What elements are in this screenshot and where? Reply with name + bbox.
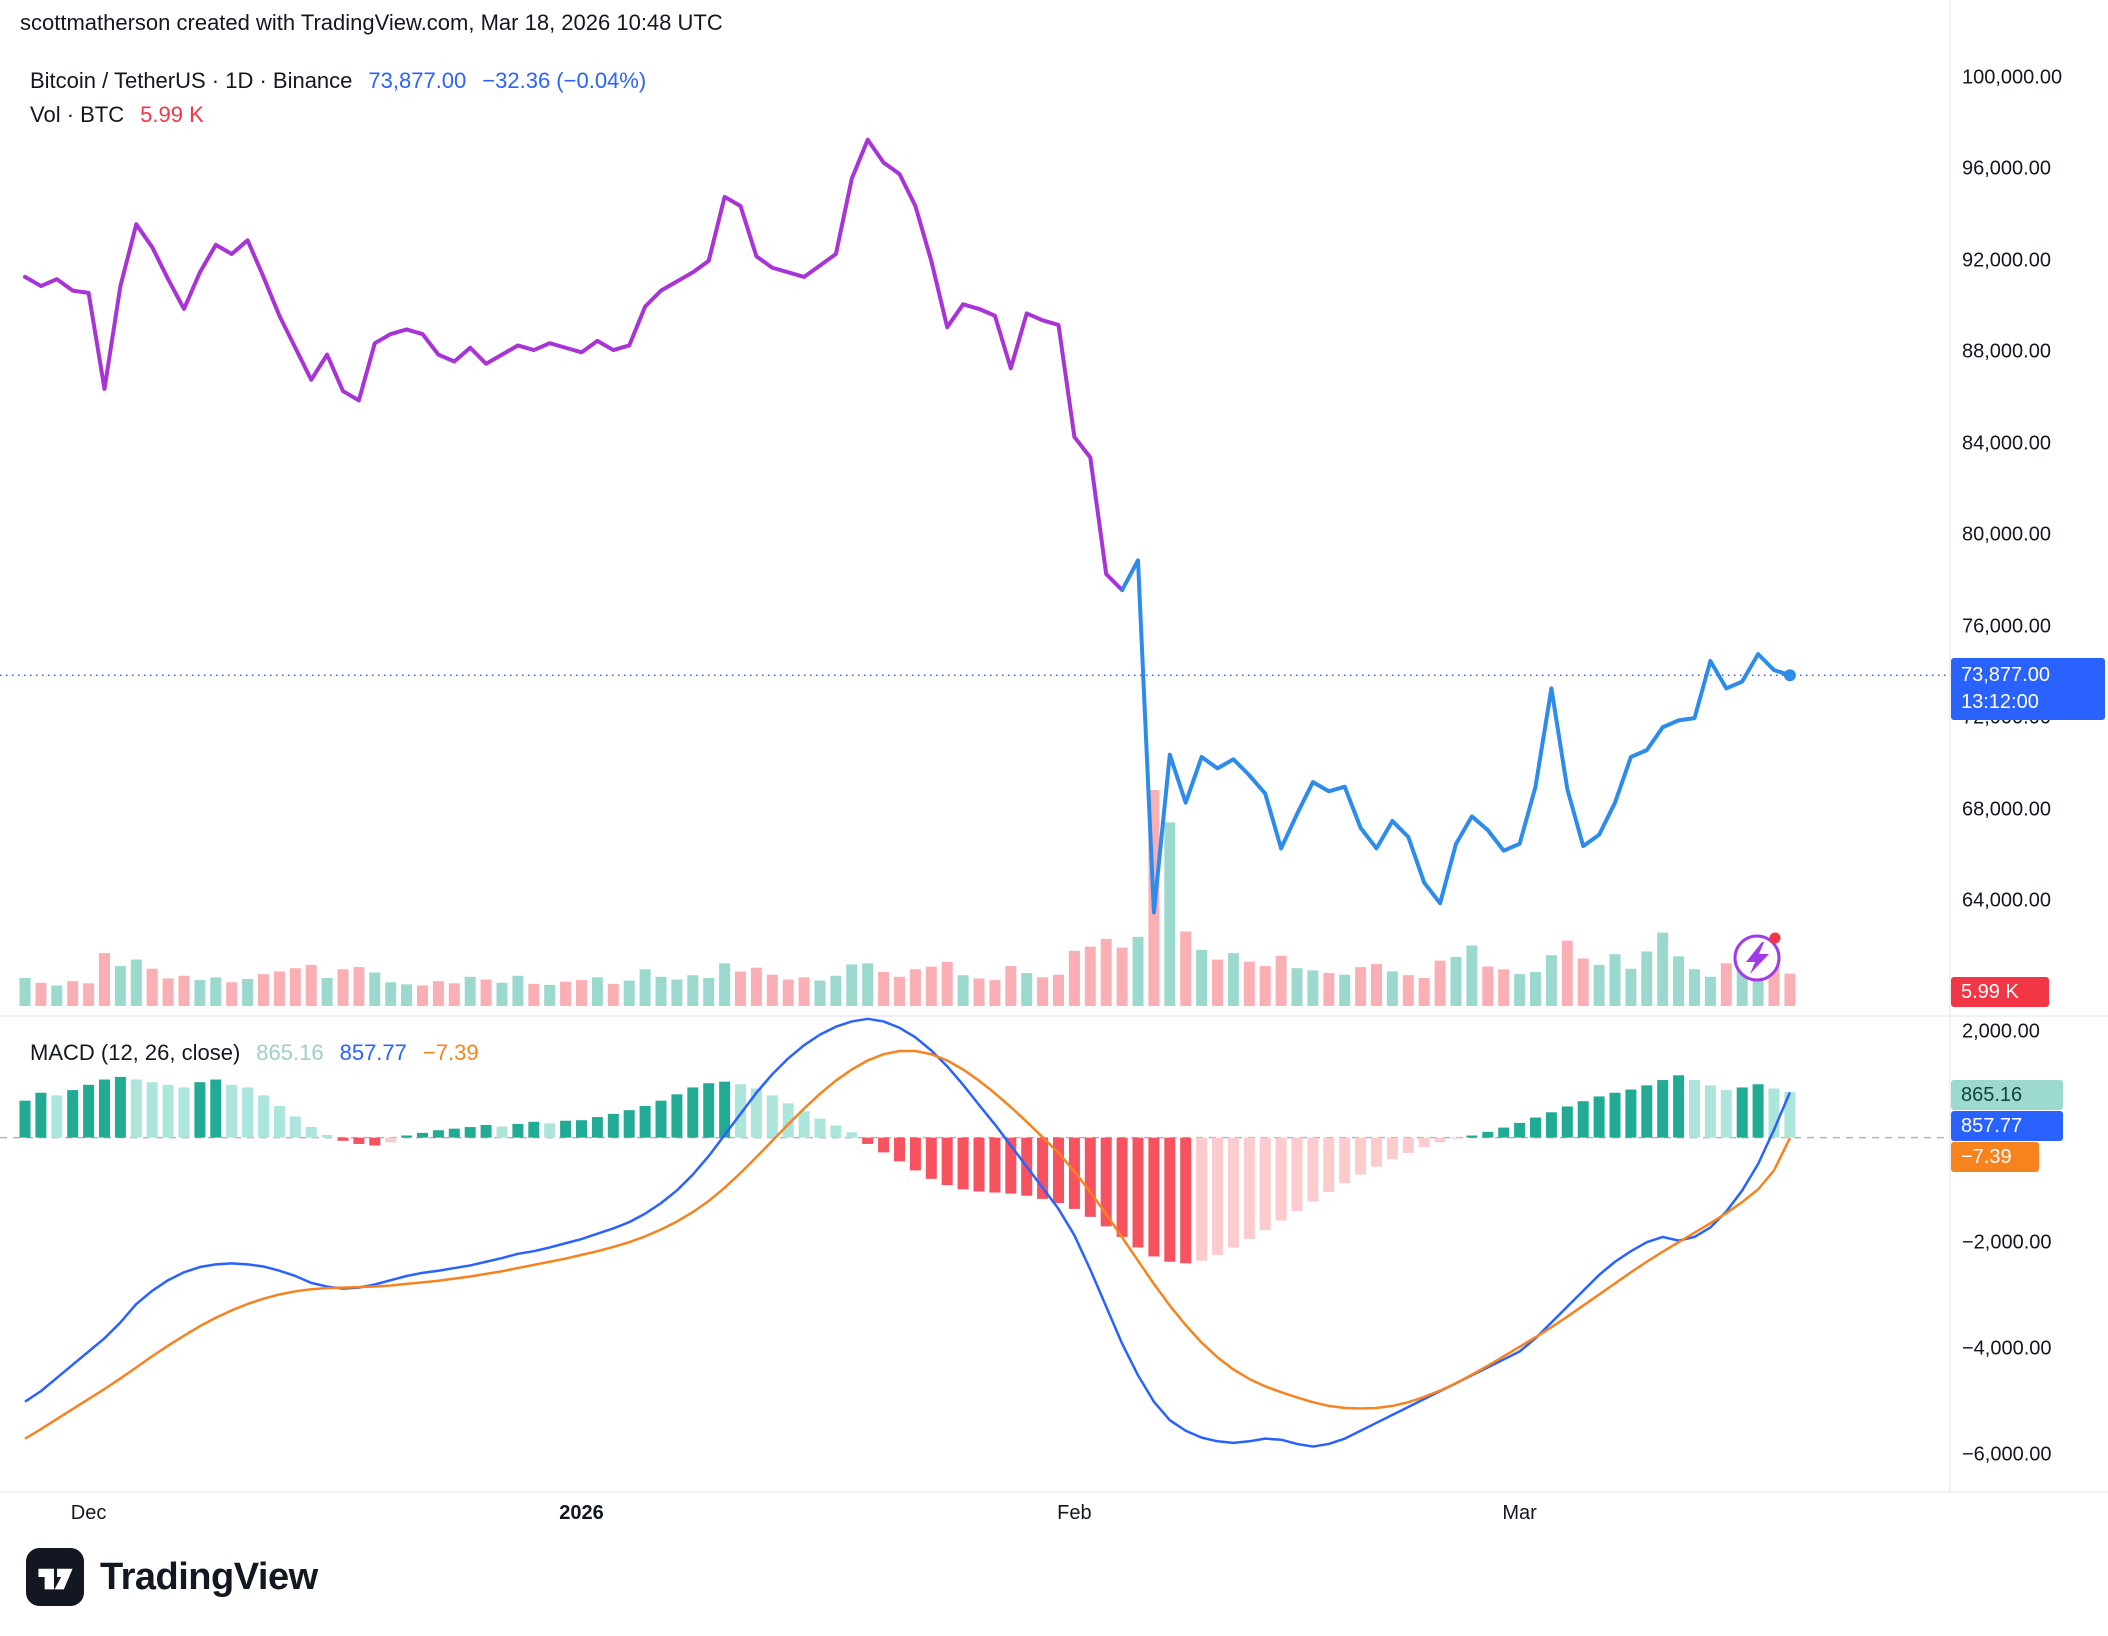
price-axis-label: 80,000.00 — [1962, 523, 2051, 546]
flash-marker-icon[interactable] — [1733, 932, 1781, 982]
macd-histogram — [19, 1075, 1796, 1264]
macd-line-badge: 857.77 — [1951, 1111, 2063, 1141]
price-axis-label: 100,000.00 — [1962, 66, 2063, 89]
macd-legend[interactable]: MACD (12, 26, close) 865.16 857.77 −7.39 — [30, 1040, 479, 1066]
time-axis-label: 2026 — [559, 1502, 604, 1524]
price-change: −32.36 (−0.04%) — [482, 68, 647, 93]
notification-dot — [1769, 932, 1781, 944]
macd-hist-value: 865.16 — [256, 1040, 324, 1065]
bar-countdown: 13:12:00 — [1961, 691, 2039, 714]
macd-axis-label: −4,000.00 — [1962, 1337, 2052, 1360]
current-price-badge: 73,877.00 13:12:00 — [1951, 658, 2105, 721]
macd-line[interactable] — [24, 1017, 1792, 1448]
symbol-title: Bitcoin / TetherUS · 1D · Binance — [30, 68, 353, 93]
macd-signal-line[interactable] — [24, 1049, 1792, 1440]
attribution-text: scottmatherson created with TradingView.… — [20, 10, 723, 35]
current-price-value: 73,877.00 — [1961, 664, 2050, 687]
macd-hist-badge: 865.16 — [1951, 1080, 2063, 1110]
time-axis-label: Mar — [1502, 1502, 1537, 1524]
macd-axis-label: −2,000.00 — [1962, 1231, 2052, 1254]
volume-bars — [19, 790, 1796, 1006]
macd-axis-label: 2,000.00 — [1962, 1020, 2040, 1043]
macd-signal-badge: −7.39 — [1951, 1142, 2039, 1172]
price-axis-label: 68,000.00 — [1962, 798, 2051, 821]
brand-name[interactable]: TradingView — [100, 1555, 318, 1598]
price-axis-label: 92,000.00 — [1962, 249, 2051, 272]
tradingview-logo-icon[interactable] — [26, 1548, 84, 1606]
macd-label: MACD (12, 26, close) — [30, 1040, 241, 1065]
macd-signal-value: −7.39 — [422, 1040, 479, 1065]
symbol-legend[interactable]: Bitcoin / TetherUS · 1D · Binance 73,877… — [30, 68, 646, 94]
price-line-blue[interactable] — [1120, 558, 1792, 915]
last-price: 73,877.00 — [368, 68, 467, 93]
price-axis-label: 84,000.00 — [1962, 432, 2051, 455]
volume-value: 5.99 K — [140, 102, 204, 127]
time-axis-label: Feb — [1057, 1502, 1092, 1524]
price-axis-label: 96,000.00 — [1962, 157, 2051, 180]
last-price-dot — [1783, 669, 1796, 682]
time-axis-label: Dec — [70, 1502, 107, 1524]
volume-legend[interactable]: Vol · BTC 5.99 K — [30, 102, 204, 128]
price-axis-label: 76,000.00 — [1962, 615, 2051, 638]
price-axis-label: 64,000.00 — [1962, 889, 2051, 912]
volume-label: Vol · BTC — [30, 102, 125, 127]
volume-badge: 5.99 K — [1951, 977, 2049, 1007]
macd-axis-label: −6,000.00 — [1962, 1443, 2052, 1465]
footer-brand: TradingView — [26, 1548, 318, 1606]
macd-line-value: 857.77 — [339, 1040, 407, 1065]
price-axis-label: 88,000.00 — [1962, 340, 2051, 363]
price-line-purple[interactable] — [23, 137, 1125, 593]
